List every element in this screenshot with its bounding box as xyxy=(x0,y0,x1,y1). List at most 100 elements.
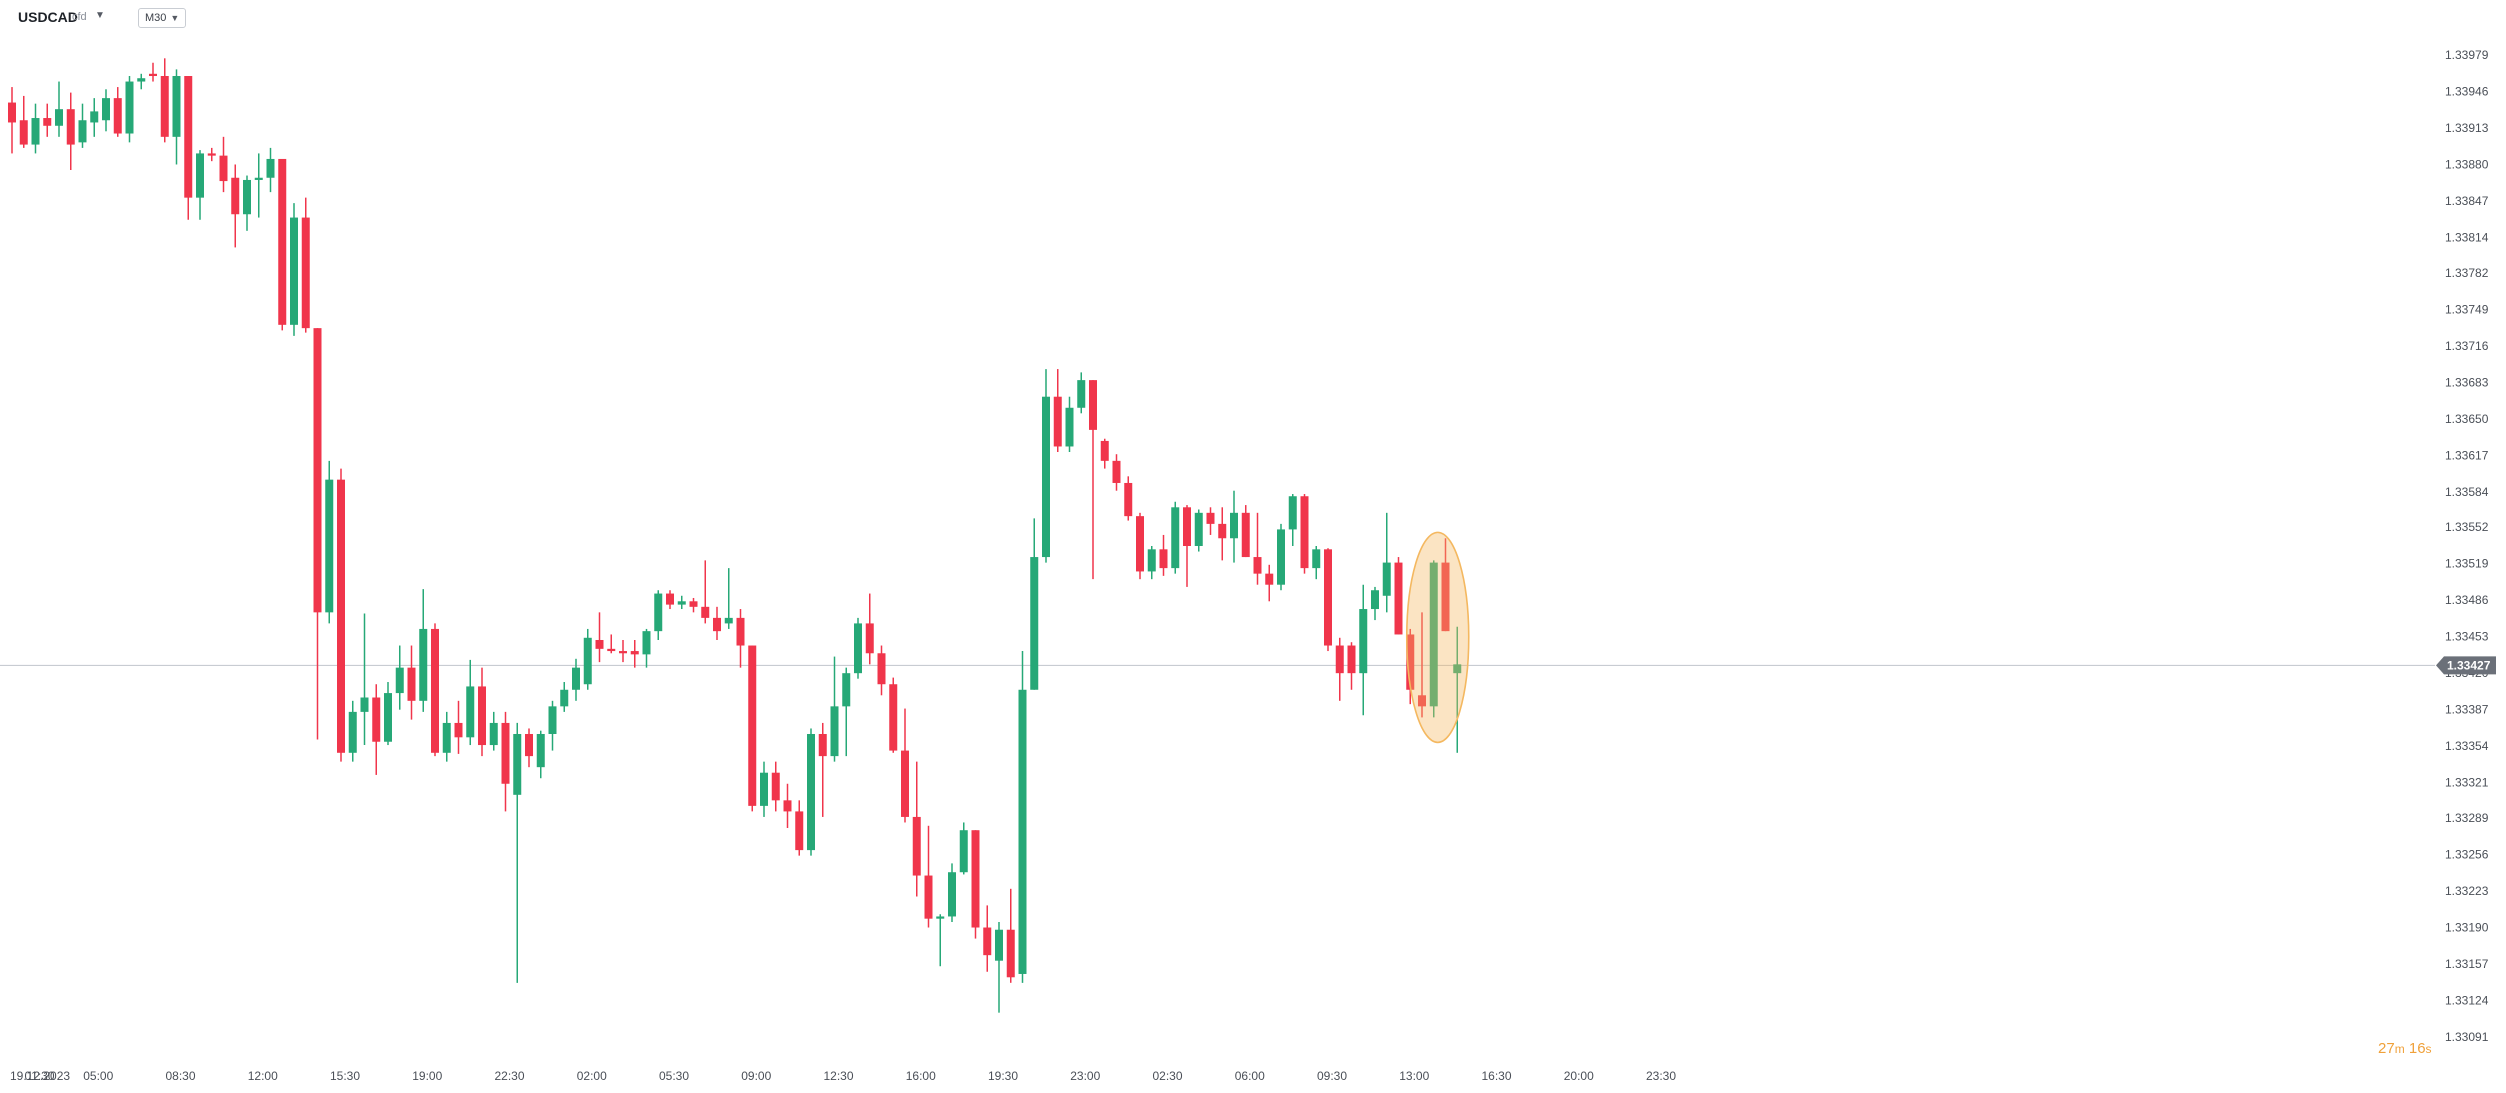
price-tick-label: 1.33321 xyxy=(2445,776,2489,790)
price-tick-label: 1.33453 xyxy=(2445,630,2489,644)
candle-body xyxy=(818,733,827,757)
price-tick-label: 1.33979 xyxy=(2445,48,2489,62)
candle-body xyxy=(1453,664,1462,674)
candle-body xyxy=(983,927,992,956)
timeframe-selector[interactable]: M30 ▼ xyxy=(138,8,187,28)
candle-body xyxy=(724,617,733,624)
candle xyxy=(1265,564,1274,602)
symbol-label[interactable]: USDCAD xyxy=(18,9,78,25)
candle-body xyxy=(102,98,110,121)
candle xyxy=(325,460,334,624)
candle xyxy=(1006,888,1015,983)
candle xyxy=(536,730,545,779)
current-price-tag xyxy=(2436,656,2496,675)
candle-body xyxy=(137,78,146,82)
candle-body xyxy=(889,684,898,751)
candle-body xyxy=(1359,609,1368,674)
candle-body xyxy=(1371,590,1379,610)
candle-body xyxy=(1206,512,1215,524)
candle-body xyxy=(924,875,933,919)
candle xyxy=(1147,546,1156,580)
candle xyxy=(877,645,886,696)
candle xyxy=(901,708,909,823)
candle xyxy=(607,634,616,654)
candle xyxy=(701,560,710,624)
candle-body xyxy=(419,628,428,701)
price-axis[interactable]: 1.33979 1.33946 1.33913 1.33880 1.33847 1.338… xyxy=(2445,48,2489,1044)
time-tick-label: 12:00 xyxy=(248,1069,278,1083)
candle-body xyxy=(572,667,580,690)
candle-body xyxy=(583,637,592,685)
candle-body xyxy=(384,693,392,742)
candle xyxy=(1253,512,1262,585)
highlight-group xyxy=(1405,531,1470,744)
candle xyxy=(1441,538,1450,632)
candle xyxy=(1429,560,1438,718)
candle-body xyxy=(525,733,533,757)
candle xyxy=(407,645,416,720)
candle xyxy=(1218,507,1227,561)
candle-body xyxy=(1241,512,1250,558)
candle xyxy=(724,568,733,629)
price-tick-label: 1.33387 xyxy=(2445,703,2489,717)
time-tick-label: 22:30 xyxy=(494,1069,524,1083)
candle-body xyxy=(1112,460,1121,483)
candle xyxy=(243,175,251,231)
time-tick-label: 02:30 xyxy=(1152,1069,1182,1083)
candle-body xyxy=(1288,496,1297,530)
candle xyxy=(1335,637,1344,701)
candle xyxy=(137,73,146,90)
candle-body xyxy=(313,328,322,613)
candle xyxy=(489,711,498,751)
candle-body xyxy=(1324,549,1332,646)
candle-body xyxy=(548,706,557,734)
candle-body xyxy=(8,102,16,123)
candle xyxy=(971,830,980,939)
candle xyxy=(66,92,75,171)
symbol-dropdown-icon[interactable]: ▼ xyxy=(95,10,105,21)
time-tick-label: 02:00 xyxy=(577,1069,607,1083)
candle-body xyxy=(1347,645,1356,674)
candle-body xyxy=(113,98,122,134)
time-tick-label: 09:00 xyxy=(741,1069,771,1083)
candle-body xyxy=(278,158,287,325)
candle-body xyxy=(630,651,639,655)
candle-body xyxy=(1089,380,1097,430)
price-tick-label: 1.33716 xyxy=(2445,339,2489,353)
price-tick-label: 1.33880 xyxy=(2445,157,2489,171)
price-tick-label: 1.33749 xyxy=(2445,302,2489,316)
candle xyxy=(677,595,686,610)
candle-body xyxy=(1265,573,1274,585)
candle-body xyxy=(912,816,921,876)
candle-body xyxy=(971,830,980,928)
candle-body xyxy=(771,772,780,801)
time-tick-label: 05:30 xyxy=(659,1069,689,1083)
candle-body xyxy=(1382,562,1391,596)
candle-body xyxy=(254,177,263,180)
candle-body xyxy=(677,601,686,605)
candle xyxy=(8,87,16,154)
candle-body xyxy=(478,686,486,746)
candle-body xyxy=(1018,689,1027,974)
candle xyxy=(1418,612,1426,718)
candle-body xyxy=(207,153,216,156)
price-tick-label: 1.33157 xyxy=(2445,957,2489,971)
candle xyxy=(583,628,592,690)
candle-body xyxy=(90,111,99,123)
candle-body xyxy=(1136,516,1144,572)
candle xyxy=(360,613,369,746)
countdown-minutes-unit: m xyxy=(2394,1042,2405,1056)
candle xyxy=(337,468,345,762)
candle-body xyxy=(1429,562,1438,707)
candle-body xyxy=(948,872,956,917)
candle xyxy=(654,590,663,640)
candle-body xyxy=(1394,562,1403,635)
price-tick-label: 1.33782 xyxy=(2445,266,2489,280)
candle xyxy=(1030,518,1039,690)
candle xyxy=(278,158,287,331)
candle-body xyxy=(149,73,157,77)
timeframe-label: M30 xyxy=(145,12,167,24)
candle-body xyxy=(995,929,1003,961)
